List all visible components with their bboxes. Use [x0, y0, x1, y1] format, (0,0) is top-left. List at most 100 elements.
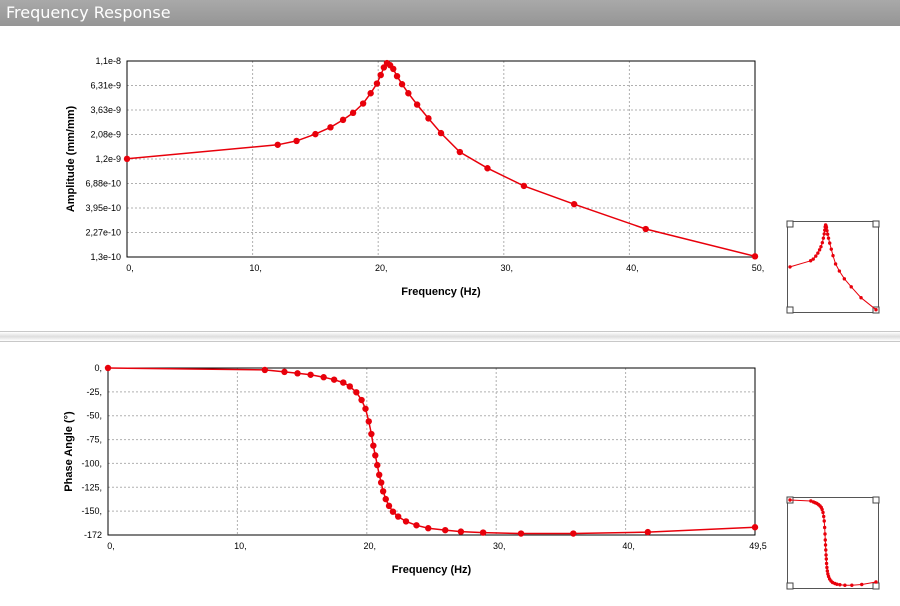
- data-point: [377, 479, 385, 486]
- phase-chart: 0, 10, 20, 30, 40, 49,5 0, -25, -50, -75, -100, -12…: [63, 363, 767, 576]
- x-tick-label: 40,: [622, 541, 635, 551]
- panel-splitter[interactable]: [0, 331, 900, 342]
- data-point: [457, 528, 465, 535]
- data-point: [353, 389, 360, 396]
- data-point: [346, 383, 354, 390]
- data-point: [365, 418, 372, 425]
- data-point: [838, 583, 842, 587]
- y-tick-label: -75,: [86, 435, 102, 445]
- data-point: [123, 155, 131, 163]
- data-point: [824, 561, 829, 566]
- series-line: [789, 223, 877, 311]
- y-tick-label: 1,2e-9: [95, 154, 121, 164]
- plot-frame: [107, 367, 756, 536]
- data-point: [822, 232, 826, 236]
- data-point: [819, 245, 823, 249]
- y-tick-label: 3,63e-9: [90, 105, 121, 115]
- data-point: [824, 548, 828, 552]
- x-tick-label: 30,: [493, 541, 506, 551]
- data-point: [370, 442, 377, 449]
- data-point: [362, 405, 369, 412]
- data-point: [307, 371, 314, 378]
- series-line: [789, 499, 877, 586]
- data-point: [425, 525, 432, 532]
- y-tick-label: 6,88e-10: [85, 179, 121, 189]
- data-point: [379, 488, 387, 495]
- data-point: [642, 225, 649, 233]
- data-point: [394, 513, 402, 520]
- y-tick-label: -172: [84, 530, 102, 540]
- thumbnail-corner-handle: [786, 220, 794, 228]
- data-point: [788, 265, 792, 269]
- thumbnail-corner-handle: [786, 306, 794, 314]
- y-tick-label: -100,: [81, 458, 102, 468]
- data-point: [358, 396, 365, 404]
- y-axis-title: Amplitude (mm/mm): [65, 105, 77, 212]
- data-point: [413, 522, 420, 529]
- data-point: [442, 526, 449, 534]
- data-point: [820, 240, 825, 245]
- data-point: [330, 376, 338, 383]
- y-tick-label: -125,: [81, 482, 102, 492]
- data-point: [390, 65, 397, 73]
- data-point: [826, 236, 831, 240]
- data-point: [380, 64, 388, 71]
- data-point: [398, 81, 406, 88]
- data-point: [823, 543, 828, 547]
- y-tick-label: 1,3e-10: [90, 252, 121, 262]
- data-point: [339, 116, 347, 124]
- y-tick-label: 3,95e-10: [85, 203, 121, 213]
- data-point: [751, 524, 759, 531]
- data-point: [809, 499, 813, 503]
- data-point: [822, 525, 827, 530]
- y-tick-label: 2,27e-10: [85, 228, 121, 238]
- y-tick-label: -50,: [86, 411, 102, 421]
- data-point: [828, 241, 832, 245]
- thumbnail-corner-handle: [872, 582, 880, 590]
- thumbnail-corner-handle: [872, 496, 880, 504]
- data-point: [825, 228, 829, 233]
- data-point: [312, 130, 319, 138]
- data-point: [860, 582, 864, 587]
- data-point: [874, 308, 878, 312]
- x-tick-label: 10,: [249, 263, 262, 273]
- phase-overview-thumbnail[interactable]: [786, 496, 880, 590]
- data-point: [874, 580, 878, 584]
- data-point: [835, 582, 839, 586]
- phase-overview-plot: [786, 496, 880, 590]
- data-point: [374, 461, 381, 469]
- thumbnail-corner-handle: [872, 220, 880, 228]
- y-tick-label: 2,08e-9: [90, 130, 121, 140]
- data-point: [437, 129, 445, 137]
- data-point: [843, 583, 847, 587]
- data-point: [823, 532, 827, 536]
- data-point: [751, 253, 759, 260]
- data-point: [825, 569, 830, 573]
- amplitude-overview-thumbnail[interactable]: [786, 220, 880, 314]
- data-point: [359, 100, 367, 107]
- data-point: [825, 232, 830, 236]
- data-point: [842, 277, 847, 281]
- data-point: [484, 165, 491, 172]
- data-point: [808, 259, 813, 263]
- data-point: [850, 583, 854, 587]
- data-point: [816, 251, 820, 255]
- data-point: [517, 530, 525, 537]
- x-tick-label: 10,: [234, 541, 247, 551]
- data-point: [261, 366, 269, 374]
- data-point: [824, 553, 828, 557]
- data-point: [413, 101, 421, 108]
- y-axis-title: Phase Angle (°): [63, 411, 75, 492]
- data-point: [837, 269, 842, 273]
- data-point: [823, 538, 827, 542]
- y-tick-label: 6,31e-9: [90, 81, 121, 91]
- data-point: [104, 364, 112, 372]
- data-point: [293, 137, 300, 145]
- x-tick-label: 0,: [126, 263, 134, 273]
- y-tick-label: -25,: [86, 387, 102, 397]
- data-point: [385, 502, 393, 510]
- data-point: [340, 379, 347, 386]
- data-point: [327, 124, 334, 131]
- x-tick-label: 0,: [107, 541, 115, 551]
- y-tick-label: -150,: [81, 506, 102, 516]
